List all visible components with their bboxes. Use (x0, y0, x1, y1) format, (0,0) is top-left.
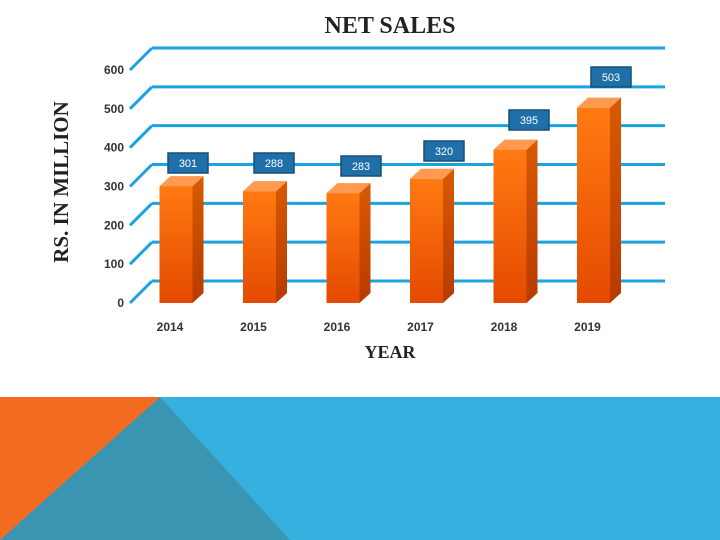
data-label: 320 (435, 146, 453, 158)
gridline-diagonal (128, 46, 154, 72)
bar (577, 107, 610, 303)
gridline-diagonal (128, 85, 154, 110)
x-tick-label: 2016 (324, 320, 351, 334)
footer-orange-panel (0, 397, 160, 540)
x-tick-label: 2018 (491, 320, 518, 334)
x-axis-title: YEAR (364, 342, 416, 362)
gridline-diagonal (128, 279, 154, 305)
bar-side (276, 181, 287, 303)
data-label: 283 (352, 161, 370, 173)
y-tick-label: 300 (104, 180, 124, 194)
data-label-box (340, 155, 382, 177)
y-tick-label: 600 (104, 63, 124, 77)
decorative-footer (0, 397, 720, 540)
bar-top (493, 139, 538, 150)
bars-layer (159, 97, 621, 303)
data-label-box (253, 152, 295, 174)
bar-side (192, 176, 204, 303)
footer-dark-panel (0, 397, 290, 540)
bar (243, 191, 276, 303)
bar-top (243, 181, 287, 192)
bar-top (577, 97, 621, 108)
y-tick-label: 200 (104, 218, 124, 232)
y-axis-title: RS. IN MILLION (49, 101, 73, 263)
data-label: 288 (265, 158, 283, 170)
gridline-diagonal (128, 163, 154, 188)
data-label: 503 (602, 72, 620, 84)
x-tick-label: 2014 (157, 320, 184, 334)
y-tick-label: 0 (117, 296, 124, 310)
bar (159, 186, 193, 303)
x-tick-label: 2015 (240, 320, 267, 334)
data-label-box (590, 66, 632, 88)
y-tick-label: 100 (104, 257, 124, 271)
bar-top (410, 168, 454, 179)
gridline-diagonal (128, 202, 154, 227)
y-tick-label: 500 (104, 102, 124, 116)
gridline-diagonal (128, 124, 154, 149)
bar-top (159, 176, 204, 187)
data-label: 301 (179, 158, 197, 170)
gridline-diagonal (128, 241, 154, 266)
bar-side (359, 183, 371, 303)
bar-top (326, 183, 371, 194)
x-tick-label: 2019 (574, 320, 601, 334)
data-label-box (167, 152, 209, 174)
bar (326, 193, 360, 303)
chart-title: NET SALES (325, 13, 456, 39)
data-label: 395 (520, 115, 538, 127)
labels-layer: 0 100 200 300 400 500 600 2014 301 2015 288 2016 283… (104, 63, 632, 334)
data-label-box (423, 140, 465, 162)
bar (493, 149, 527, 303)
bar-side (526, 139, 538, 303)
bar-side (610, 97, 621, 303)
x-tick-label: 2017 (407, 320, 434, 334)
data-label-box (508, 109, 550, 131)
bar-side (443, 168, 454, 303)
bar (410, 178, 443, 303)
y-tick-label: 400 (104, 141, 124, 155)
